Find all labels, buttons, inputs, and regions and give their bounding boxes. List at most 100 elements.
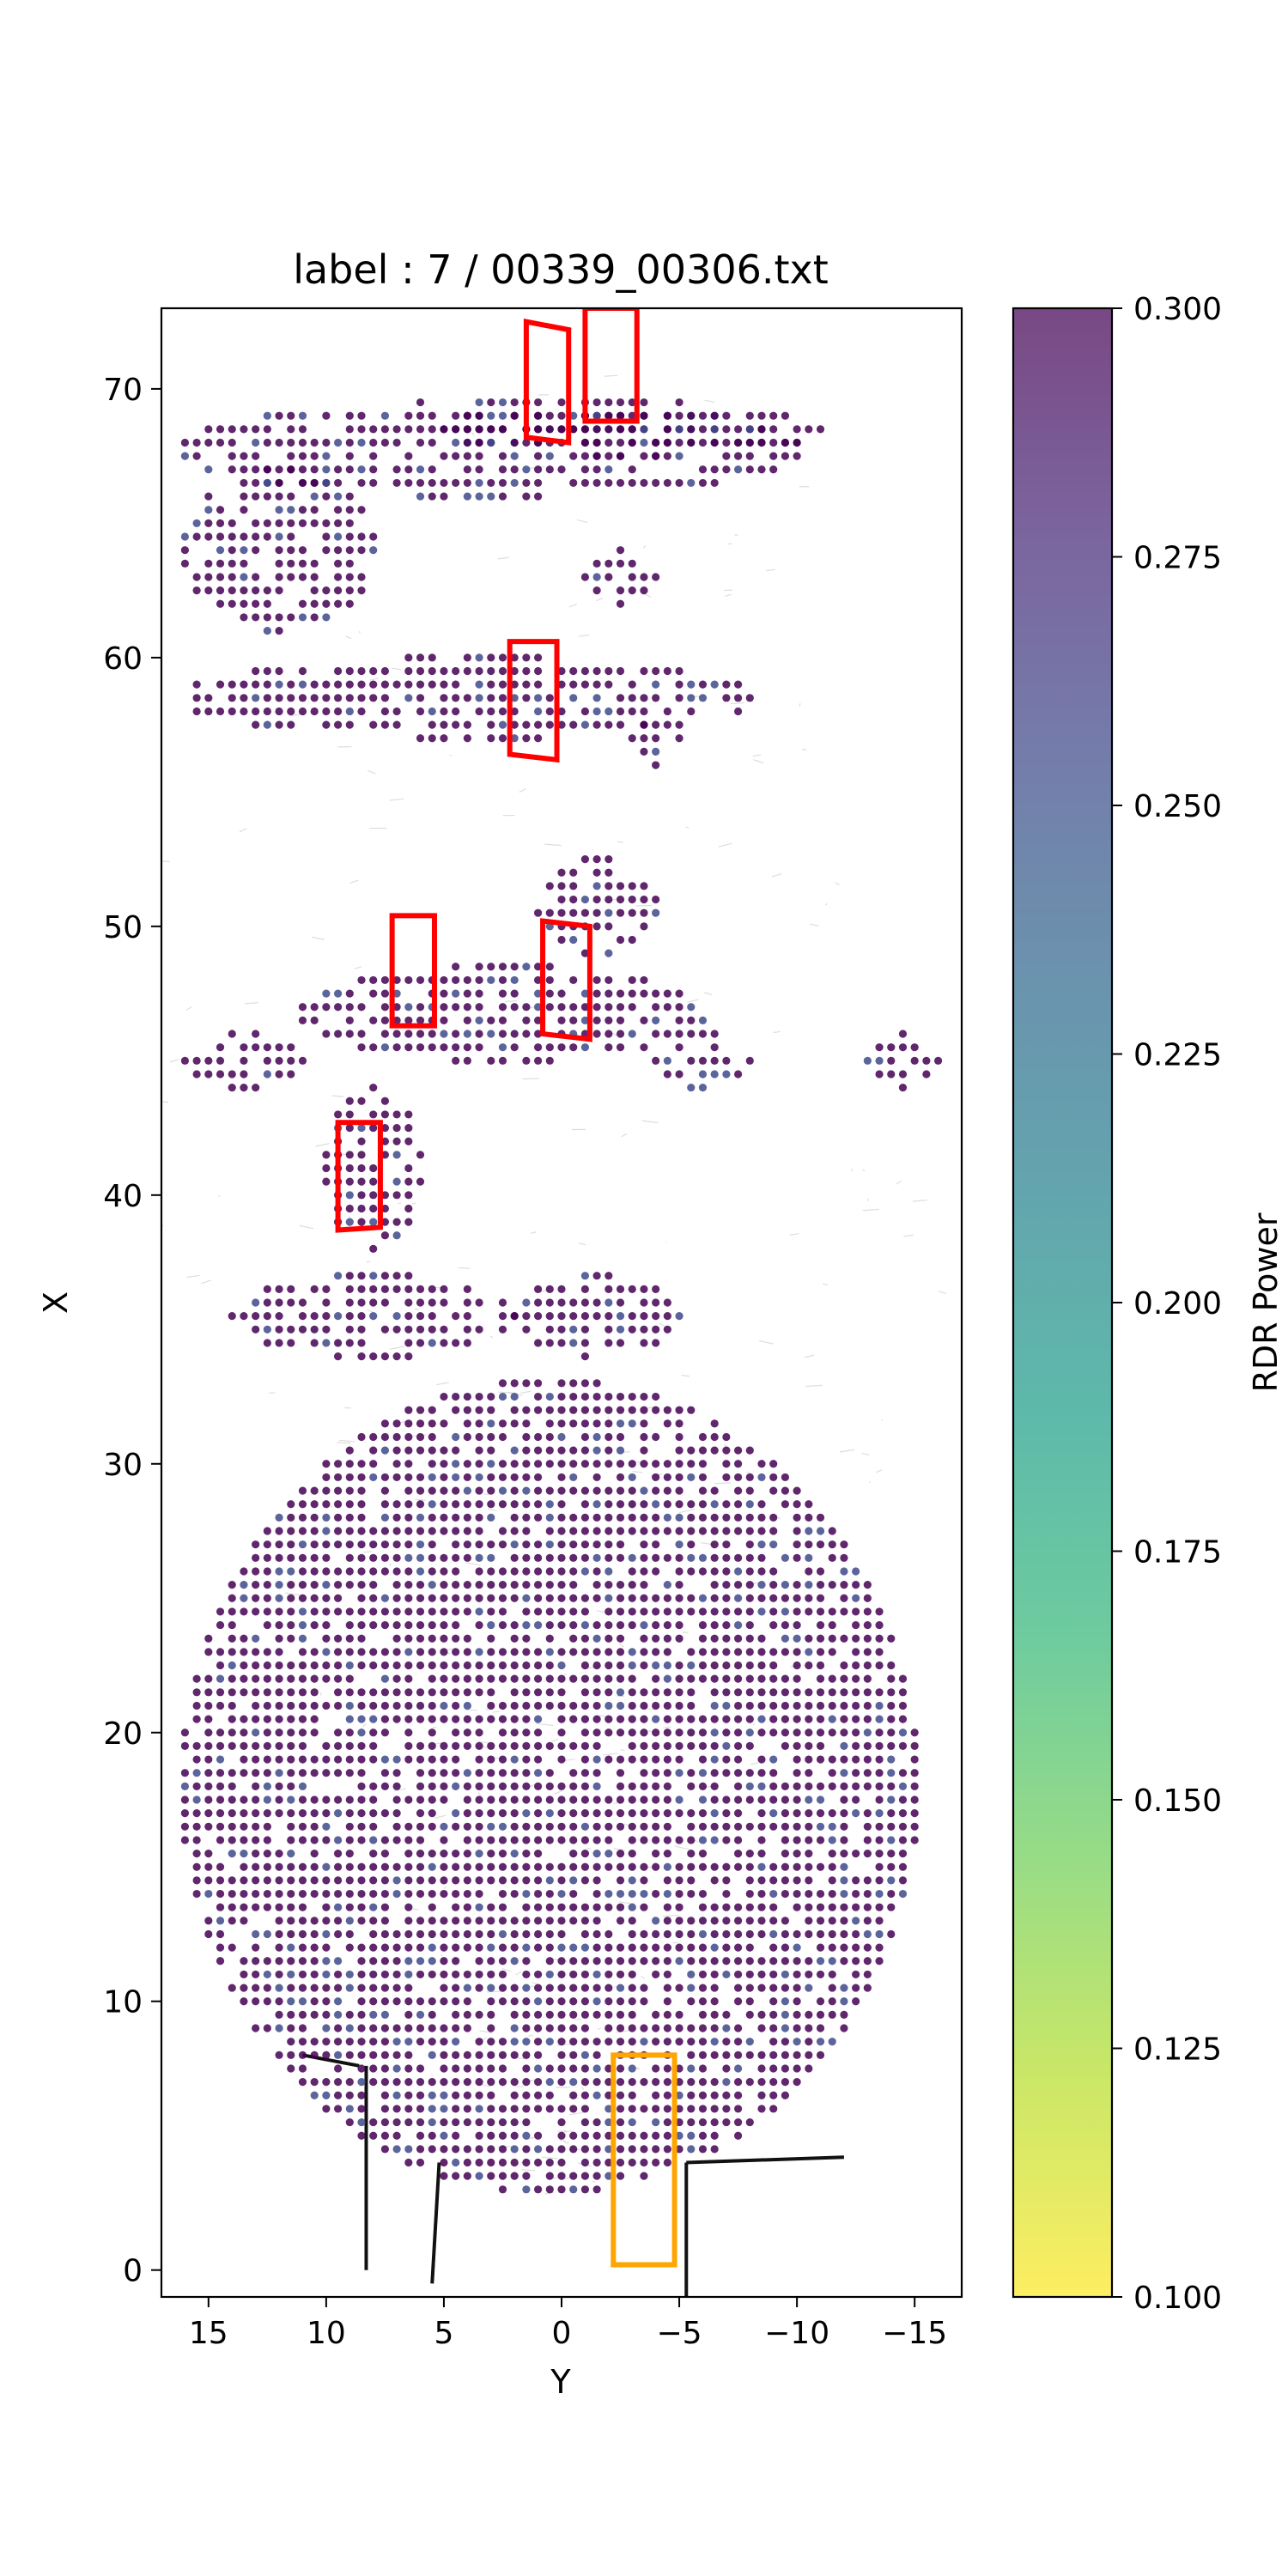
radar-point (380, 1513, 390, 1522)
radar-point (440, 2078, 448, 2087)
radar-point (252, 1836, 260, 1844)
lidar-stroke (603, 1753, 618, 1756)
radar-point (557, 2105, 566, 2113)
radar-point (287, 559, 295, 568)
radar-point (322, 1298, 331, 1307)
radar-point (392, 1218, 401, 1226)
radar-point (580, 1782, 590, 1790)
radar-point (440, 2172, 448, 2180)
radar-point (652, 1527, 660, 1535)
radar-point (333, 532, 343, 541)
radar-point (345, 1513, 354, 1522)
radar-point (487, 1688, 495, 1697)
x-axis-label: Y (550, 2363, 571, 2401)
lidar-stroke (659, 1322, 665, 1327)
x-tick-label: 10 (307, 2316, 346, 2351)
radar-point (675, 1527, 683, 1535)
radar-point (628, 2038, 636, 2046)
radar-point (557, 1795, 566, 1804)
radar-point (628, 1809, 636, 1818)
radar-point (392, 1607, 401, 1616)
radar-point (816, 1741, 825, 1751)
radar-point (745, 1889, 754, 1899)
radar-point (592, 559, 601, 568)
radar-point (380, 1003, 390, 1012)
radar-point (545, 411, 554, 420)
radar-point (322, 1500, 331, 1509)
radar-point (852, 1661, 860, 1670)
radar-point (769, 1715, 778, 1723)
radar-point (228, 1030, 236, 1038)
radar-point (522, 2145, 531, 2154)
radar-point (733, 465, 743, 474)
radar-point (463, 2010, 471, 2019)
radar-point (887, 1889, 896, 1899)
radar-point (392, 1473, 401, 1482)
radar-point (569, 975, 578, 985)
radar-point (675, 1917, 683, 1925)
radar-point (263, 1325, 271, 1334)
radar-point (757, 1876, 766, 1885)
radar-point (816, 1943, 825, 1952)
radar-point (840, 2024, 848, 2032)
radar-point (616, 707, 625, 716)
radar-point (616, 1970, 625, 1979)
radar-point (345, 2024, 354, 2032)
radar-point (852, 1970, 860, 1979)
radar-point (180, 1741, 190, 1751)
radar-point (580, 2038, 590, 2046)
radar-point (616, 1473, 625, 1482)
radar-point (580, 1446, 590, 1455)
lidar-stroke (718, 842, 732, 848)
radar-point (745, 2078, 754, 2087)
radar-point (522, 2038, 531, 2046)
colorbar-tick-label: 0.175 (1133, 1535, 1222, 1571)
radar-point (652, 2078, 660, 2087)
radar-point (592, 1943, 601, 1952)
radar-point (380, 2038, 390, 2046)
radar-point (616, 1594, 625, 1602)
radar-point (204, 1715, 213, 1723)
radar-point (616, 1984, 625, 1992)
radar-point (252, 1795, 260, 1804)
radar-point (498, 1581, 507, 1589)
radar-point (745, 1513, 754, 1522)
radar-point (533, 452, 543, 460)
radar-point (852, 1903, 860, 1911)
radar-point (616, 1607, 625, 1616)
radar-point (475, 1325, 483, 1334)
radar-point (745, 1607, 754, 1616)
radar-point (310, 519, 319, 527)
radar-point (580, 2185, 590, 2194)
radar-point (887, 1755, 896, 1764)
radar-point (240, 1594, 248, 1602)
radar-point (310, 2078, 319, 2087)
radar-point (416, 438, 425, 447)
radar-point (652, 2024, 660, 2032)
radar-point (275, 1782, 283, 1790)
radar-point (781, 2091, 790, 2099)
radar-point (333, 519, 343, 527)
radar-point (793, 1943, 801, 1952)
radar-point (287, 573, 295, 581)
radar-point (640, 398, 648, 407)
radar-point (392, 1325, 401, 1334)
radar-point (745, 411, 754, 420)
radar-point (592, 2010, 601, 2019)
radar-point (357, 1567, 366, 1576)
radar-point (204, 1070, 213, 1078)
radar-point (263, 411, 271, 420)
radar-point (333, 573, 343, 581)
radar-point (652, 1769, 660, 1777)
radar-point (440, 2117, 448, 2127)
radar-point (733, 1500, 743, 1509)
radar-point (769, 1957, 778, 1965)
radar-point (592, 2185, 601, 2194)
radar-point (440, 1889, 448, 1899)
radar-point (557, 2145, 566, 2154)
lidar-stroke (331, 1095, 343, 1097)
radar-point (675, 694, 683, 702)
radar-point (605, 1339, 613, 1347)
radar-point (545, 908, 554, 917)
radar-point (263, 1527, 271, 1535)
